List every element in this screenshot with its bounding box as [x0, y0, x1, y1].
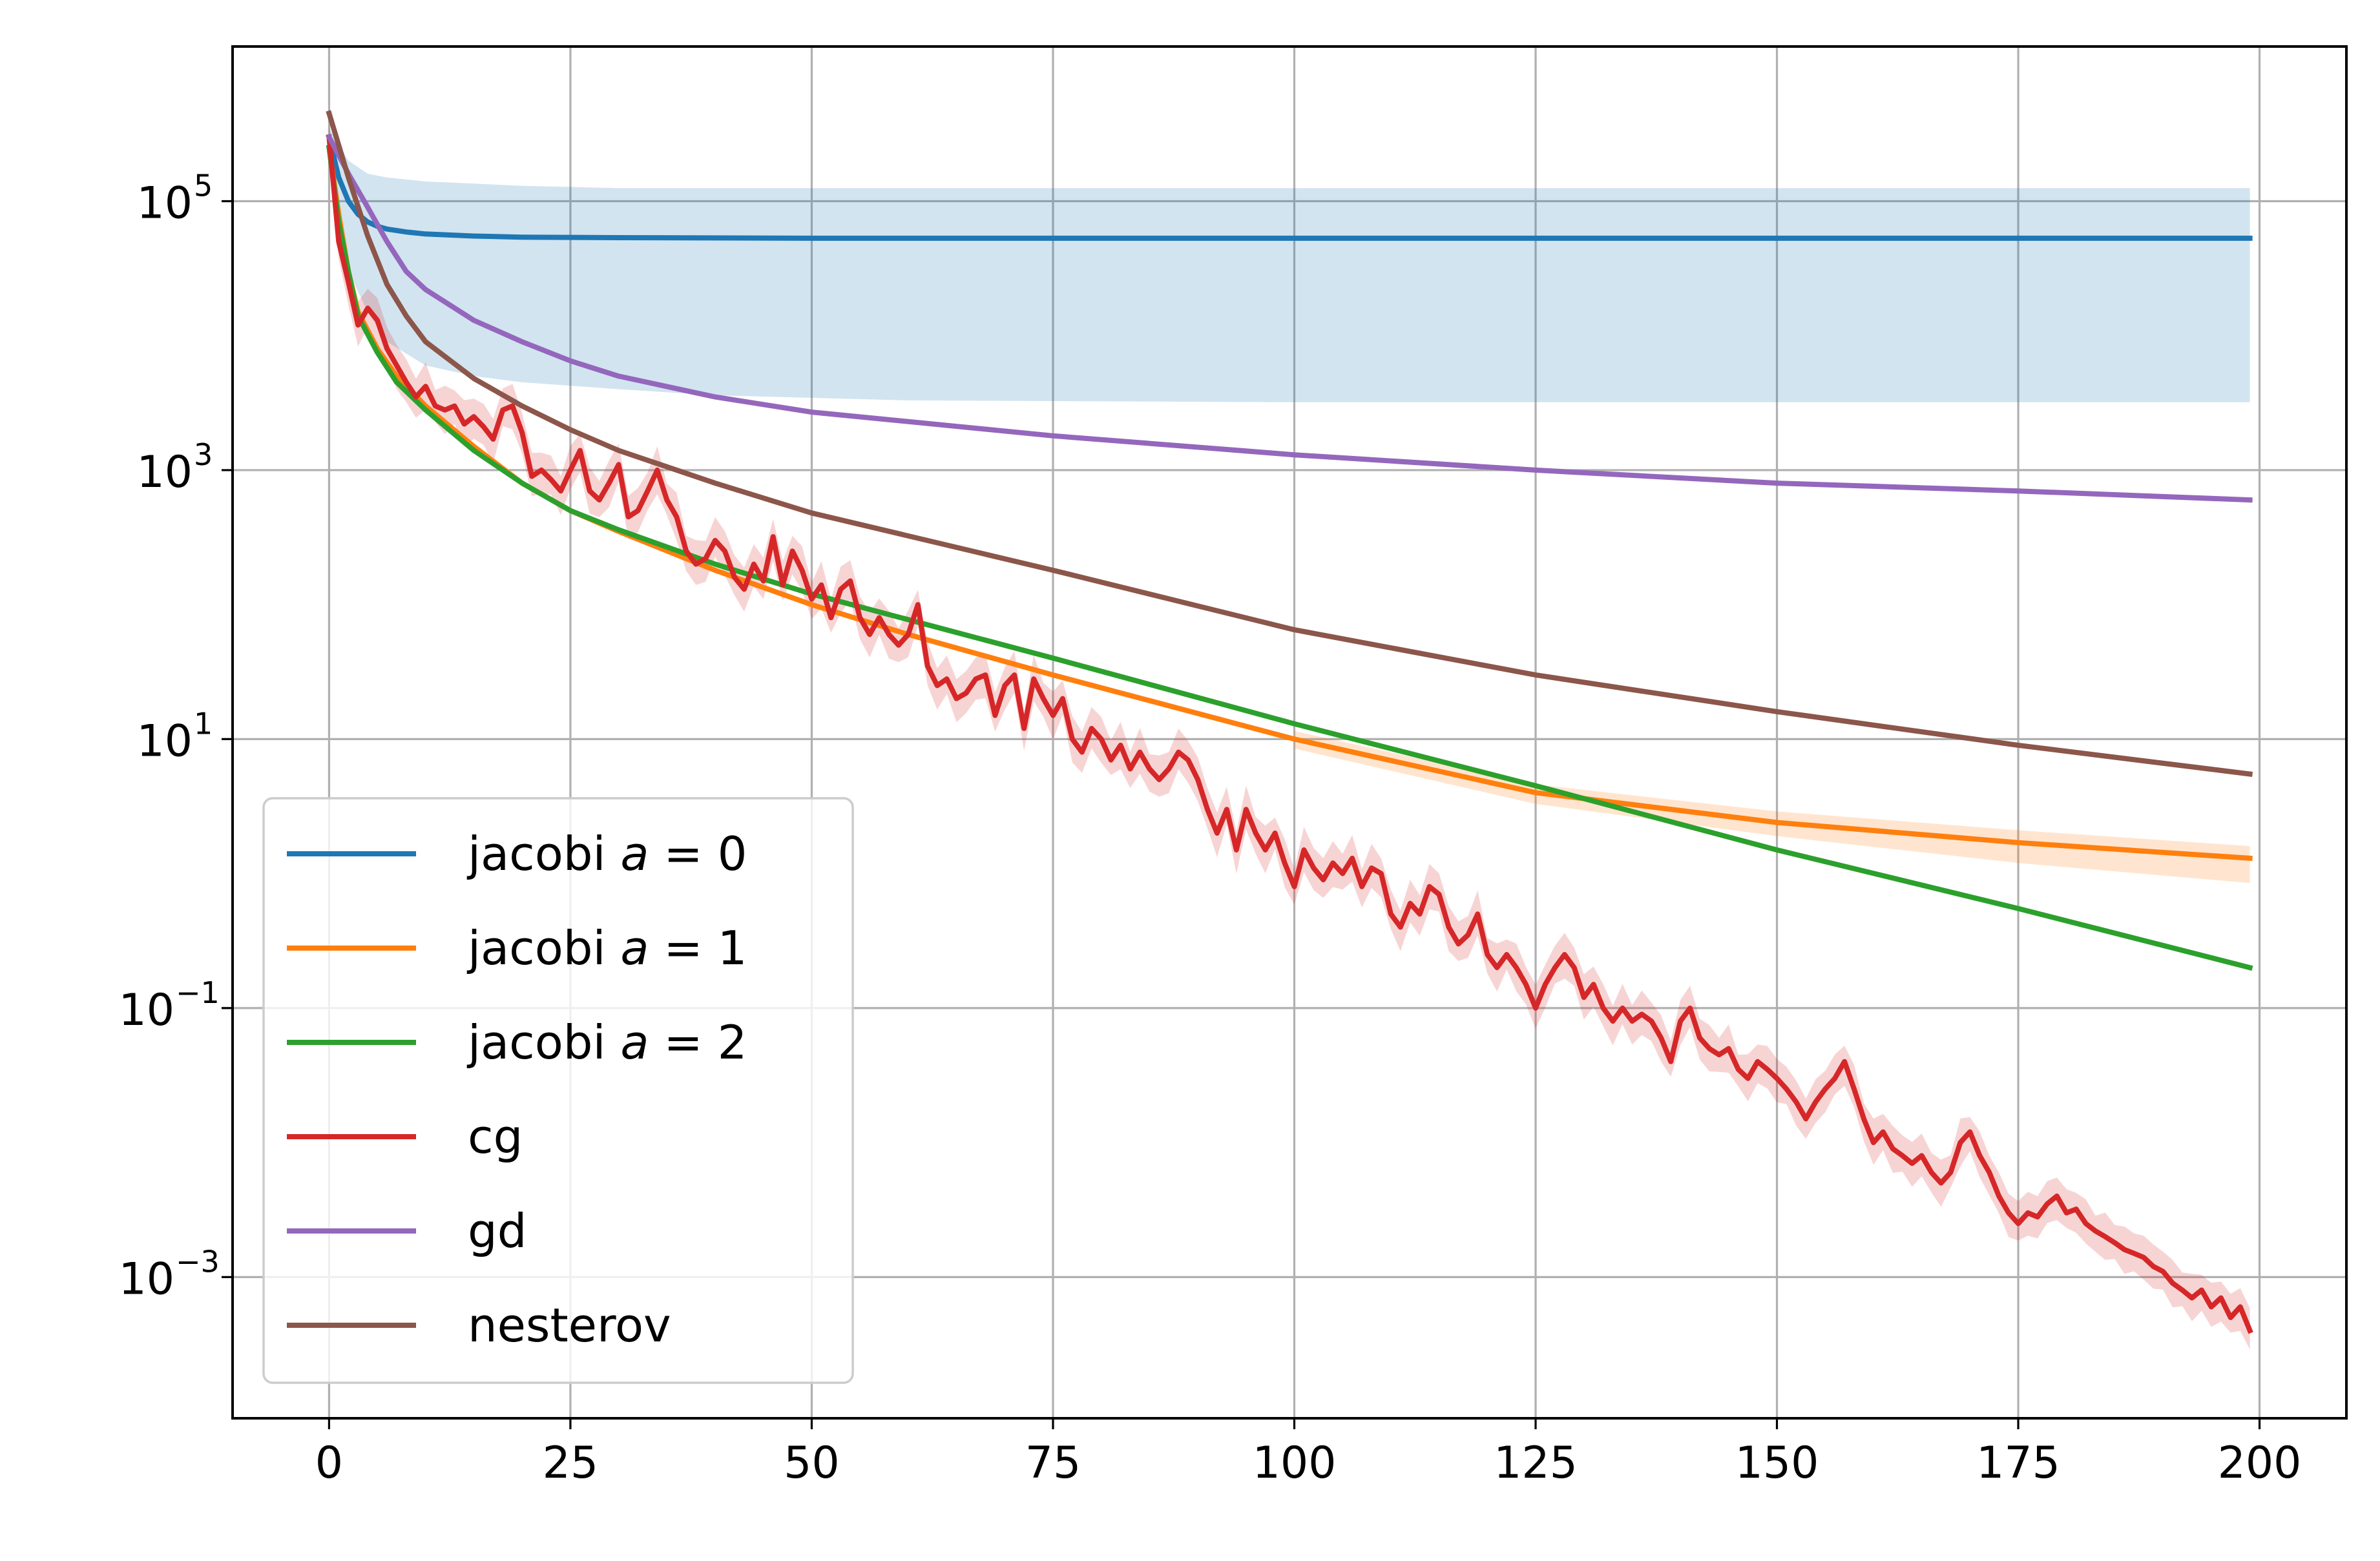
x-tick-label: 75	[1025, 1438, 1081, 1489]
y-tick-exponent: 5	[194, 168, 213, 203]
x-tick-label: 100	[1253, 1438, 1337, 1489]
x-tick-label: 200	[2218, 1438, 2302, 1489]
y-tick-exponent: 1	[194, 706, 213, 741]
y-tick-exponent: −1	[176, 975, 220, 1010]
band-jacobi-a-1	[1294, 730, 2250, 884]
band-jacobi-a-0	[329, 128, 2250, 402]
series-lines	[325, 110, 2253, 1334]
y-tick-label: 10 1	[136, 706, 213, 767]
y-tick-label: 10 −1	[118, 975, 219, 1036]
x-tick-label: 50	[784, 1438, 840, 1489]
series-line-gd	[325, 133, 2253, 503]
y-tick-base: 10	[136, 178, 193, 229]
y-tick-base: 10	[118, 985, 174, 1036]
legend-box	[262, 797, 854, 1384]
legend-label: jacobi a = 2	[466, 1015, 747, 1070]
y-tick-label: 10 5	[136, 168, 213, 229]
plot-area	[233, 47, 2346, 1418]
y-tick-label: 10 −3	[118, 1244, 219, 1305]
y-tick-label: 10 3	[136, 437, 213, 498]
series-line-cg	[326, 134, 2253, 1334]
legend: jacobi a = 0 jacobi a = 1 jacobi a = 2 cg gd…	[262, 797, 854, 1384]
legend-label: gd	[468, 1204, 527, 1258]
series-line-nesterov	[326, 110, 2253, 777]
y-tick-exponent: 3	[194, 437, 213, 472]
x-tick-label: 150	[1735, 1438, 1819, 1489]
legend-label: cg	[468, 1110, 523, 1164]
legend-label: jacobi a = 0	[466, 827, 747, 881]
x-tick-label: 25	[543, 1438, 599, 1489]
legend-label: nesterov	[468, 1298, 671, 1352]
series-line-jacobi-a-0	[326, 134, 2253, 241]
confidence-bands	[329, 122, 2250, 1350]
legend-label: jacobi a = 1	[466, 921, 747, 975]
y-tick-base: 10	[136, 447, 193, 498]
x-tick-label: 125	[1494, 1438, 1578, 1489]
y-tick-base: 10	[118, 1254, 174, 1305]
y-tick-exponent: −3	[176, 1244, 220, 1279]
y-tick-base: 10	[136, 716, 193, 767]
x-tick-label: 0	[315, 1438, 343, 1489]
axes-frame	[231, 45, 2348, 1420]
x-tick-label: 175	[1976, 1438, 2060, 1489]
